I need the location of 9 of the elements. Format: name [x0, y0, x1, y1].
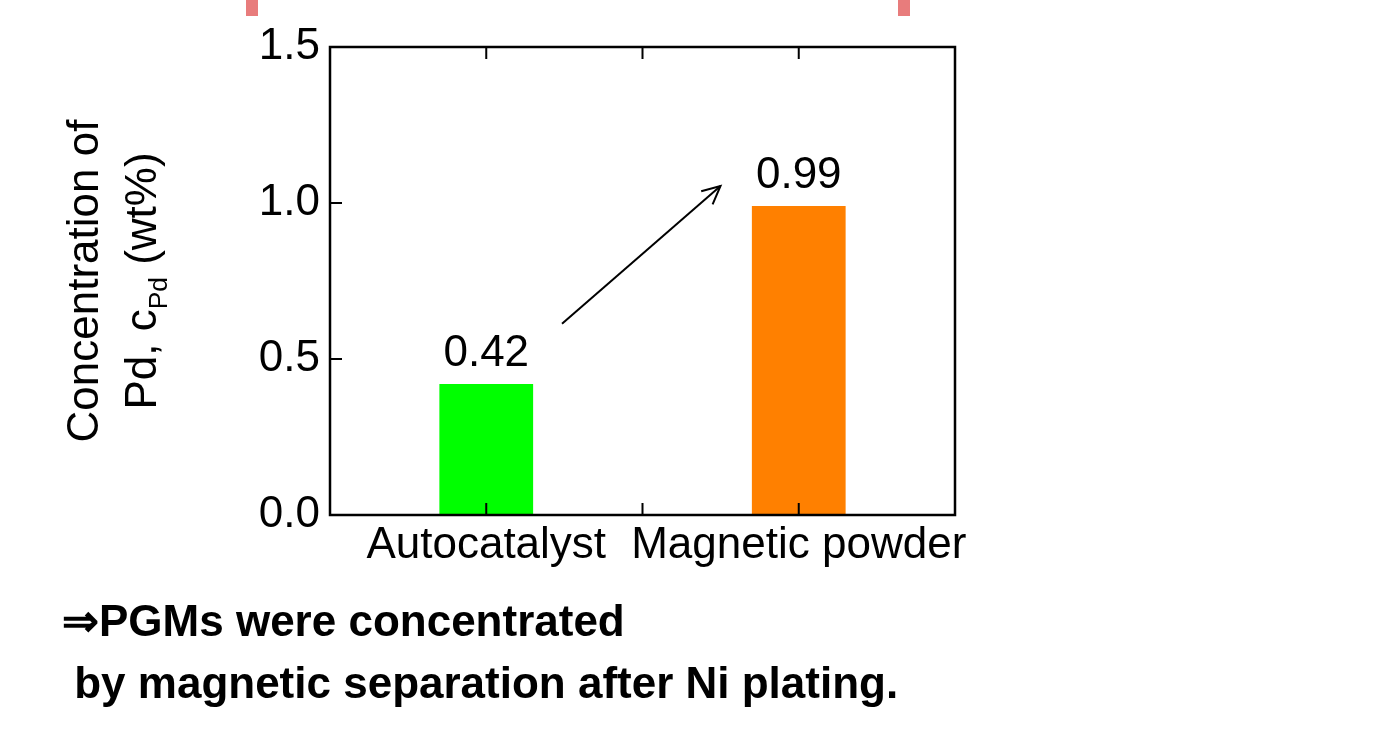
data-label: 0.99: [755, 148, 842, 198]
x-tick-label: Autocatalyst: [366, 517, 607, 567]
y-tick-label: 0.5: [258, 331, 320, 381]
y-tick-label: 1.0: [258, 175, 320, 225]
y-tick-label: 0.0: [258, 487, 320, 537]
y-tick-label: 1.5: [258, 19, 320, 69]
text: ⇒PGMs were concentrated by magnetic separation after Ni plating.: [62, 595, 899, 709]
data-label: 0.42: [443, 326, 530, 376]
x-tick-label: Magnetic powder: [631, 517, 967, 567]
